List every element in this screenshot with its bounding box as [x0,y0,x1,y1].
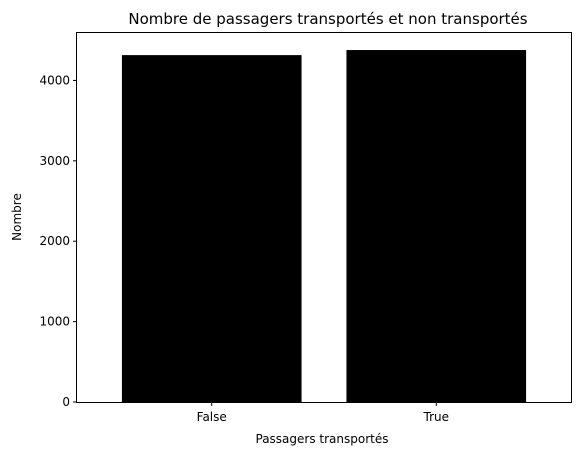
y-axis-ticks: 0 1000 2000 3000 4000 [39,73,77,409]
bars-layer [121,50,527,403]
bar-false [121,55,302,403]
bar-true [346,50,527,402]
x-axis-ticks: False True [197,402,449,424]
y-tick-label: 4000 [39,73,70,87]
y-tick-label: 2000 [39,234,70,248]
x-tick-label: False [197,410,227,424]
y-tick-label: 0 [62,395,70,409]
plot-area-frame [76,32,572,403]
y-axis-label: Nombre [10,193,24,241]
x-tick-label: True [423,410,450,424]
y-tick-label: 1000 [39,315,70,329]
x-axis-label: Passagers transportés [256,432,389,446]
y-tick-label: 3000 [39,154,70,168]
chart-title: Nombre de passagers transportés et non t… [128,10,527,28]
